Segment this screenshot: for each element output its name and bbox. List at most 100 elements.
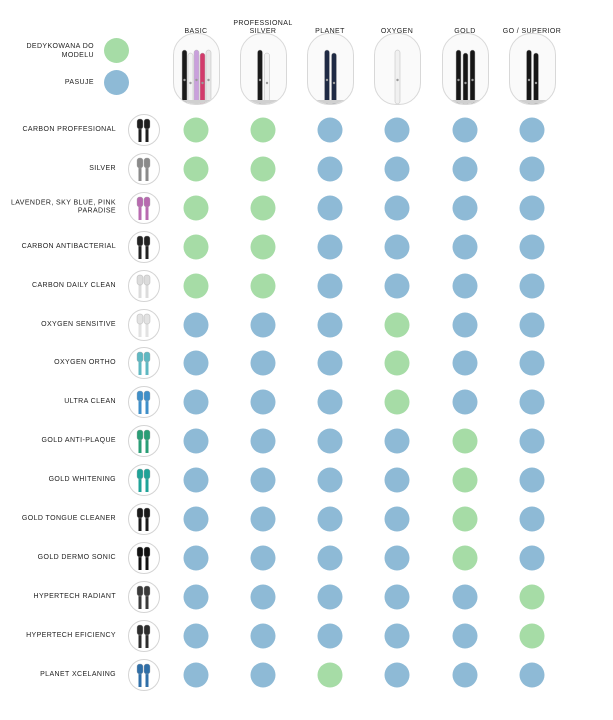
compat-dot-dedicated [317,662,343,688]
brush-head-icon [128,464,160,497]
compat-dot-fits [384,545,410,571]
legend-label: DEDYKOWANA DO MODELU [26,42,94,59]
toothbrush-icon [516,49,549,104]
compat-dot-fits [452,273,478,299]
column-header: BASIC [184,28,208,35]
compat-dot-fits [250,312,276,337]
compat-dot-fits [183,623,209,649]
row-label: ULTRA CLEAN [64,398,116,406]
product-image-1 [240,33,287,105]
row-label: HYPERTECH RADIANT [33,592,116,600]
compat-dot-fits [384,234,410,260]
compat-dot-fits [183,467,209,493]
compat-dot-fits [317,506,343,532]
compat-dot-dedicated [384,350,410,376]
compat-dot-fits [452,195,478,221]
compat-dot-dedicated [250,195,276,221]
column-header: PLANET [315,28,345,35]
brush-head-icon [128,541,160,574]
compat-dot-fits [452,623,478,649]
row-label: CARBON ANTIBACTERIAL [21,242,116,250]
legend-item: DEDYKOWANA DO MODELU [10,38,129,63]
compat-dot-fits [384,117,410,143]
compat-dot-fits [384,662,410,688]
compat-dot-fits [452,389,478,415]
legend-dot-fits [104,70,129,95]
compat-dot-fits [519,350,545,376]
compat-dot-dedicated [452,506,478,532]
compat-dot-fits [317,467,343,493]
product-image-2 [307,33,354,105]
row-label: CARBON PROFFESIONAL [22,125,116,133]
compat-dot-fits [250,623,276,649]
row-label: HYPERTECH EFICIENCY [26,631,116,639]
compat-dot-fits [384,506,410,532]
brush-head-icon [128,152,160,185]
compat-dot-dedicated [519,623,545,649]
compat-dot-fits [317,428,343,454]
compat-dot-fits [452,234,478,260]
compat-dot-fits [183,428,209,454]
toothbrush-icon [314,49,347,104]
brush-head-icon [128,308,160,341]
compat-dot-fits [183,662,209,688]
row-label: CARBON DAILY CLEAN [32,281,116,289]
compat-dot-fits [183,350,209,376]
product-image-0 [173,33,220,105]
compat-dot-dedicated [250,156,276,182]
compat-dot-dedicated [452,545,478,571]
column-header: GO / SUPERIOR [502,28,562,35]
toothbrush-icon [247,49,280,104]
row-label: GOLD DERMO SONIC [37,553,116,561]
compat-dot-fits [519,117,545,143]
row-label: SILVER [89,164,116,172]
product-image-5 [509,33,556,105]
row-label: OXYGEN SENSITIVE [41,320,116,328]
brush-head-icon [128,230,160,263]
compat-dot-fits [317,623,343,649]
compat-dot-dedicated [183,195,209,221]
toothbrush-icon [449,49,482,104]
compat-dot-fits [519,428,545,454]
compat-dot-dedicated [384,389,410,415]
compat-dot-fits [250,389,276,415]
compat-dot-fits [317,273,343,299]
compat-dot-fits [317,156,343,182]
compat-dot-dedicated [250,273,276,299]
compat-dot-fits [519,506,545,532]
row-label: LAVENDER, SKY BLUE, PINK PARADISE [10,199,116,215]
compat-dot-dedicated [452,428,478,454]
compat-dot-fits [452,156,478,182]
compat-dot-fits [250,467,276,493]
row-label: GOLD ANTI-PLAQUE [41,436,116,444]
compat-dot-dedicated [452,467,478,493]
compat-dot-fits [317,117,343,143]
compat-dot-fits [183,506,209,532]
brush-head-icon [128,114,160,146]
compat-dot-fits [519,273,545,299]
row-label: GOLD TONGUE CLEANER [21,514,116,522]
compat-dot-fits [250,350,276,376]
compat-dot-fits [183,312,209,337]
row-label: GOLD WHITENING [48,475,116,483]
compat-dot-fits [519,312,545,337]
compat-dot-dedicated [250,117,276,143]
compat-dot-fits [384,623,410,649]
compat-dot-fits [519,389,545,415]
compat-dot-fits [384,467,410,493]
compat-dot-fits [452,662,478,688]
compat-dot-dedicated [519,584,545,610]
compat-dot-fits [384,584,410,610]
brush-head-icon [128,347,160,380]
compat-dot-fits [452,312,478,337]
compat-dot-dedicated [183,234,209,260]
brush-head-icon [128,269,160,302]
compat-dot-fits [519,156,545,182]
product-image-3 [374,33,421,105]
compat-dot-fits [317,350,343,376]
brush-head-icon [128,658,160,691]
compat-dot-dedicated [183,117,209,143]
compat-dot-fits [384,156,410,182]
compat-dot-dedicated [250,234,276,260]
legend-label: PASUJE [64,79,94,86]
